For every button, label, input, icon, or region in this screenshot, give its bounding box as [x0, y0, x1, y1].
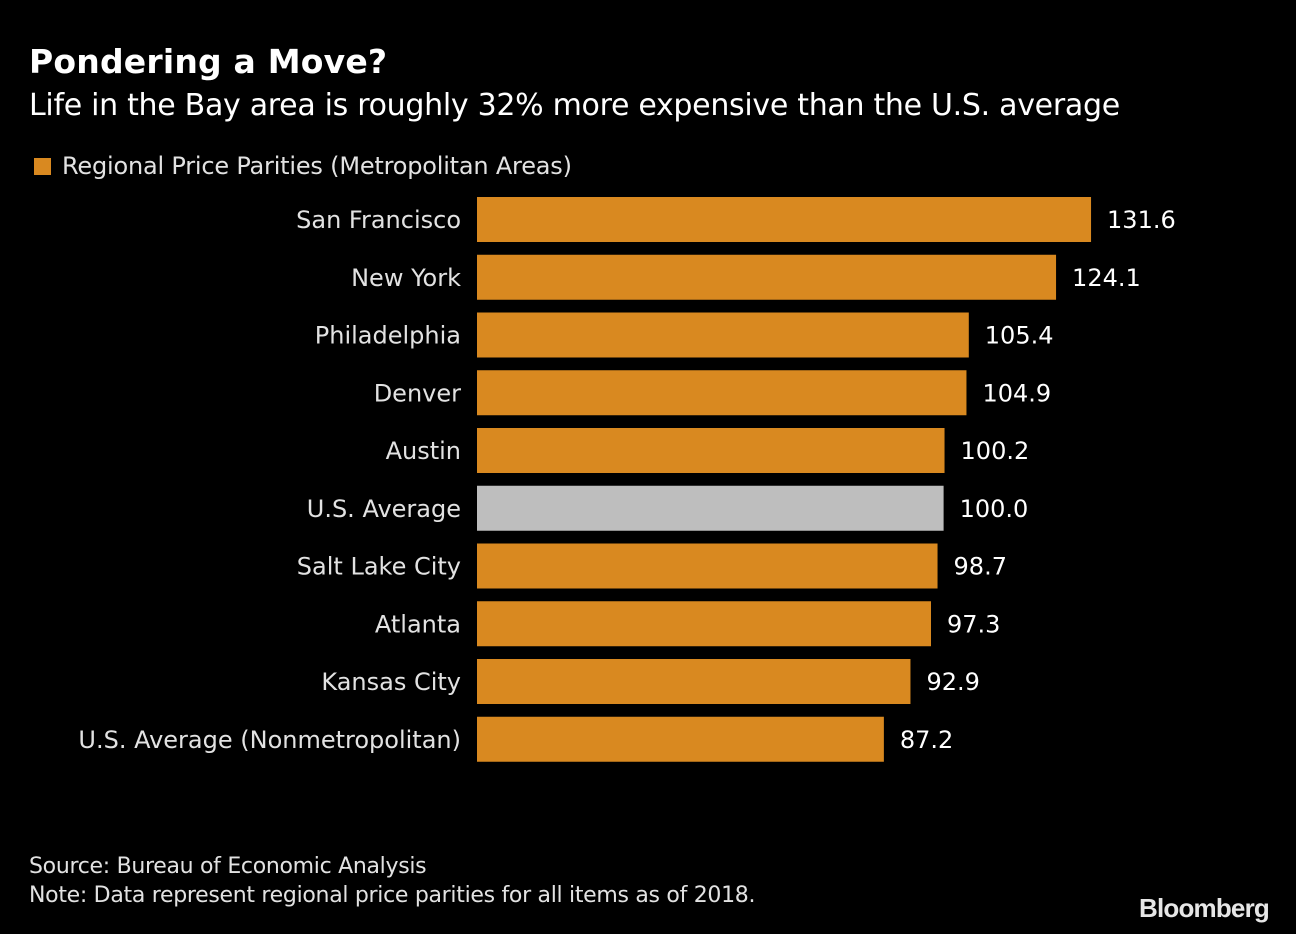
value-label: 104.9	[982, 379, 1051, 407]
category-label: San Francisco	[296, 206, 461, 234]
bar-denver	[477, 370, 967, 416]
value-label: 100.2	[961, 437, 1030, 465]
chart-title: Pondering a Move?	[29, 42, 388, 81]
value-label: 87.2	[900, 726, 953, 754]
bar-san-francisco	[477, 197, 1092, 242]
bar-philadelphia	[477, 312, 969, 358]
value-label: 98.7	[954, 553, 1007, 581]
bar-atlanta	[477, 601, 932, 647]
category-label: Denver	[374, 379, 461, 407]
legend-swatch	[34, 157, 51, 175]
bloomberg-logo: Bloomberg	[1138, 893, 1270, 923]
category-label: Philadelphia	[315, 322, 461, 350]
legend-label: Regional Price Parities (Metropolitan Ar…	[62, 152, 572, 180]
data-note: Note: Data represent regional price pari…	[29, 883, 756, 908]
bar-kansas-city	[477, 659, 911, 704]
category-label: U.S. Average	[307, 495, 461, 523]
category-label: Austin	[386, 437, 461, 465]
category-label: Kansas City	[321, 668, 461, 696]
bar-u-s-average-nonmetropolitan	[477, 716, 884, 762]
value-label: 124.1	[1072, 264, 1141, 292]
bar-u-s-average	[477, 485, 944, 531]
category-label: Salt Lake City	[297, 553, 461, 581]
value-label: 131.6	[1107, 206, 1176, 234]
value-label: 100.0	[960, 495, 1029, 523]
bar-salt-lake-city	[477, 543, 938, 589]
value-label: 97.3	[947, 610, 1000, 638]
category-label: U.S. Average (Nonmetropolitan)	[78, 726, 461, 754]
footer: Source: Bureau of Economic Analysis Note…	[29, 852, 755, 910]
legend: Regional Price Parities (Metropolitan Ar…	[34, 152, 572, 180]
category-label: Atlanta	[375, 610, 461, 638]
bar-new-york	[477, 254, 1057, 300]
category-label: New York	[351, 264, 461, 292]
value-label: 105.4	[985, 322, 1054, 350]
value-label: 92.9	[926, 668, 979, 696]
source-note: Source: Bureau of Economic Analysis	[29, 854, 427, 879]
bar-austin	[477, 428, 945, 473]
chart-subtitle: Life in the Bay area is roughly 32% more…	[29, 88, 1120, 123]
